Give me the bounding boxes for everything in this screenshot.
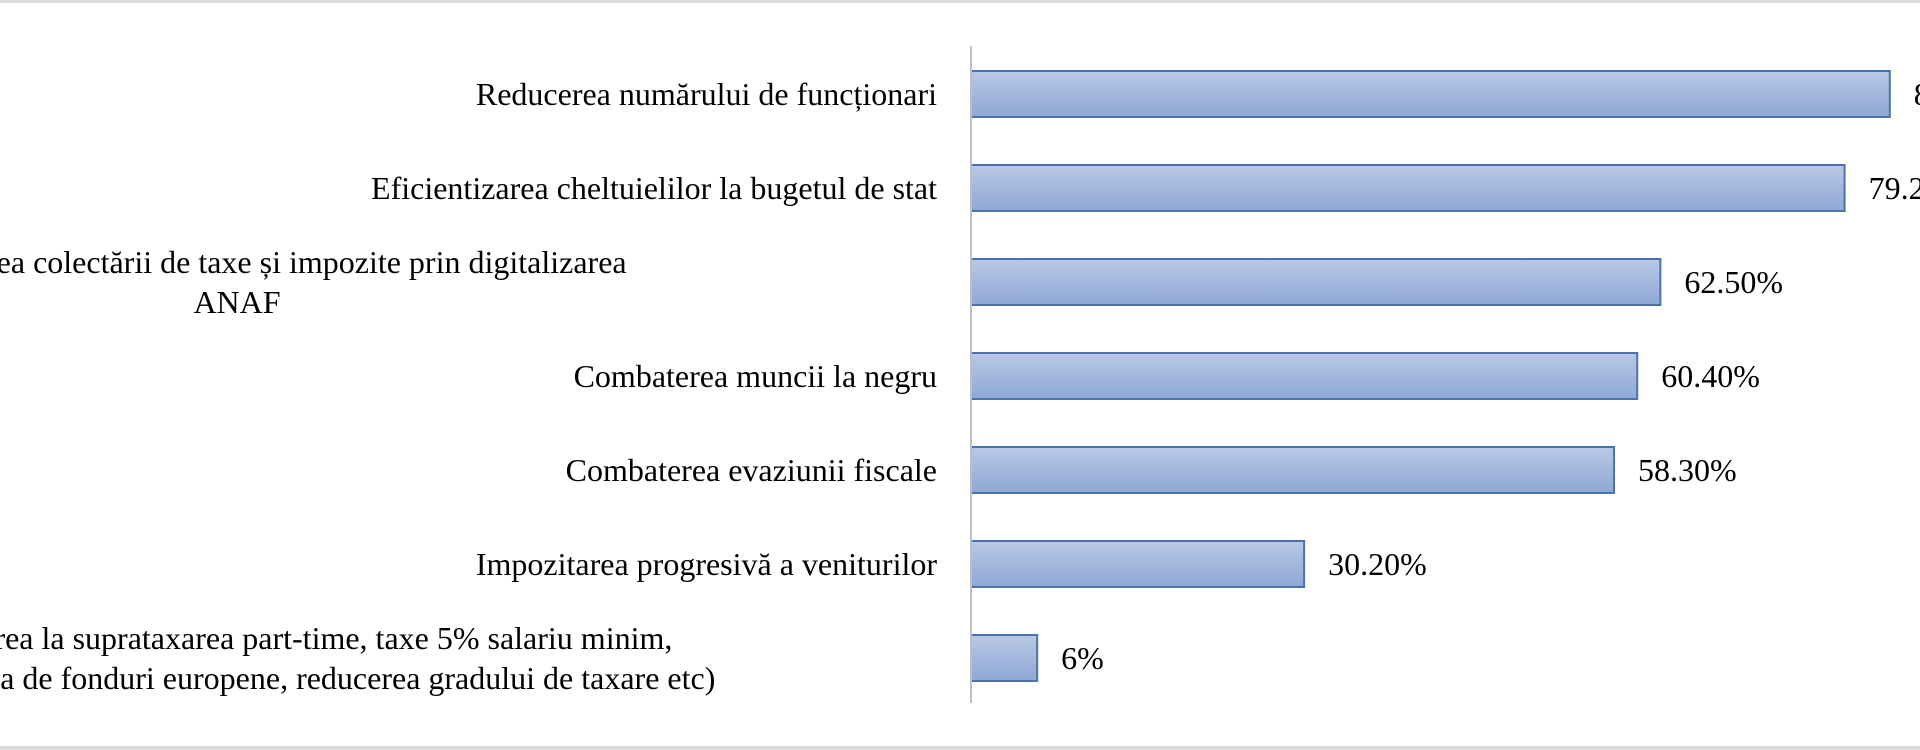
- frame-bottom-border: [0, 746, 1920, 750]
- category-label-line: Altele (renunțarea la suprataxarea part-…: [0, 620, 673, 656]
- value-label-5: 58.30%: [1638, 452, 1737, 488]
- bar-2: [970, 164, 1846, 212]
- category-label-2: Eficientizarea cheltuielilor la bugetul …: [0, 168, 937, 208]
- bar-6: [970, 540, 1306, 588]
- category-label-line: Combaterea muncii la negru: [573, 358, 937, 394]
- value-label-7: 6%: [1061, 640, 1104, 676]
- category-label-line: Combaterea evaziunii fiscale: [565, 452, 937, 488]
- value-label-3: 62.50%: [1684, 264, 1784, 300]
- category-label-line: Impozitarea progresivă a veniturilor: [475, 546, 937, 582]
- value-label-1: 83.30%: [1914, 74, 1920, 114]
- category-label-line: ANAF: [193, 284, 281, 320]
- category-label-line: Îmbunătățirea colectării de taxe și impo…: [0, 244, 627, 280]
- category-label-4: Combaterea muncii la negru: [0, 356, 937, 396]
- bar-3: [970, 258, 1662, 306]
- category-label-3: Îmbunătățirea colectării de taxe și impo…: [0, 242, 937, 322]
- value-label-6: 30.20%: [1328, 546, 1427, 582]
- value-label-2: 79.20%: [1868, 170, 1920, 206]
- bar-7: [970, 634, 1039, 682]
- frame-top-border: [0, 0, 1920, 3]
- bars-layer: [970, 70, 1891, 682]
- category-label-7: Altele (renunțarea la suprataxarea part-…: [0, 618, 937, 698]
- category-label-line: accesarea/acordarea de fonduri europene,…: [0, 660, 716, 696]
- bar-5: [970, 446, 1616, 494]
- category-label-line: Reducerea numărului de funcționari: [475, 76, 937, 112]
- category-label-1: Reducerea numărului de funcționari: [0, 74, 937, 114]
- category-label-6: Impozitarea progresivă a veniturilor: [0, 544, 937, 584]
- category-label-5: Combaterea evaziunii fiscale: [0, 450, 937, 490]
- value-label-4: 60.40%: [1661, 358, 1760, 394]
- bar-1: [970, 70, 1891, 118]
- bar-4: [970, 352, 1639, 400]
- category-label-line: Eficientizarea cheltuielilor la bugetul …: [371, 170, 937, 206]
